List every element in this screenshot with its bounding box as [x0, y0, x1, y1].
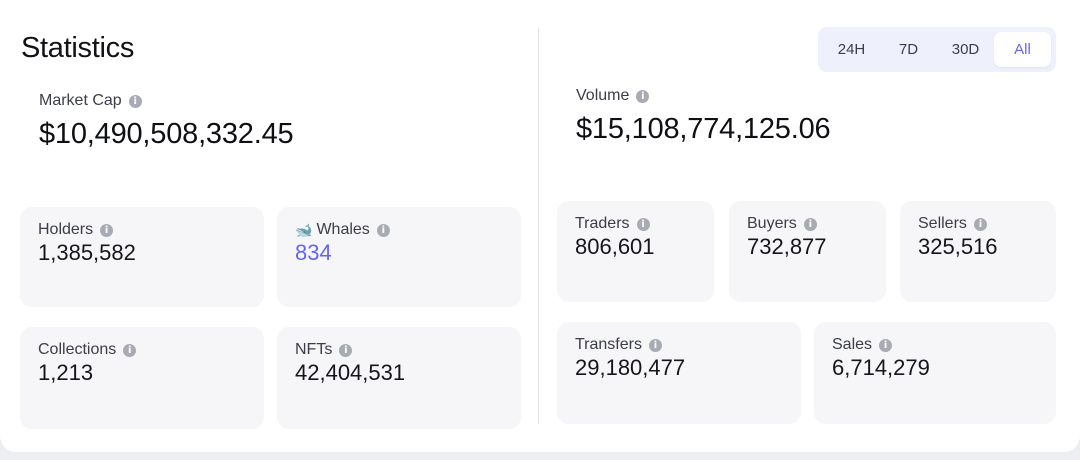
collections-value: 1,213: [38, 360, 94, 385]
traders-label: Traders: [575, 215, 630, 232]
whales-tile: 🐋 Whales i 834: [277, 207, 521, 307]
holders-tile: Holders i 1,385,582: [20, 207, 264, 307]
holders-value: 1,385,582: [38, 240, 136, 265]
volume-value: $15,108,774,125.06: [576, 113, 831, 145]
buyers-value: 732,877: [747, 234, 827, 259]
range-option-30d[interactable]: 30D: [951, 41, 980, 58]
transfers-value: 29,180,477: [575, 355, 686, 380]
sales-label: Sales: [832, 336, 873, 353]
market-cap-block: Market Cap i $10,490,508,332.45: [39, 92, 294, 151]
nfts-value: 42,404,531: [295, 360, 406, 385]
info-icon[interactable]: i: [100, 223, 114, 237]
info-icon[interactable]: i: [376, 223, 390, 237]
column-divider: [538, 28, 539, 424]
transfers-tile: Transfers i 29,180,477: [557, 322, 801, 424]
buyers-tile: Buyers i 732,877: [729, 201, 886, 302]
time-range-selector: 24H 7D 30D All: [818, 27, 1056, 72]
whales-label: Whales: [316, 221, 370, 238]
info-icon[interactable]: i: [128, 94, 142, 108]
whales-value[interactable]: 834: [295, 240, 332, 265]
info-icon[interactable]: i: [803, 217, 817, 231]
traders-value: 806,601: [575, 234, 655, 259]
info-icon[interactable]: i: [339, 343, 353, 357]
range-option-7d[interactable]: 7D: [898, 41, 919, 58]
nfts-label: NFTs: [295, 341, 333, 358]
info-icon[interactable]: i: [636, 89, 650, 103]
transfers-label: Transfers: [575, 336, 642, 353]
range-option-all[interactable]: All: [994, 32, 1051, 67]
sellers-value: 325,516: [918, 234, 998, 259]
sellers-tile: Sellers i 325,516: [900, 201, 1056, 302]
holders-label: Holders: [38, 221, 94, 238]
collections-label: Collections: [38, 341, 117, 358]
volume-label: Volume: [576, 87, 630, 104]
whale-icon: 🐋: [295, 221, 313, 238]
info-icon[interactable]: i: [879, 338, 893, 352]
info-icon[interactable]: i: [648, 338, 662, 352]
sales-value: 6,714,279: [832, 355, 930, 380]
market-cap-value: $10,490,508,332.45: [39, 118, 294, 150]
sellers-label: Sellers: [918, 215, 967, 232]
page-title: Statistics: [21, 32, 135, 64]
nfts-tile: NFTs i 42,404,531: [277, 327, 521, 429]
traders-tile: Traders i 806,601: [557, 201, 714, 302]
sales-tile: Sales i 6,714,279: [814, 322, 1056, 424]
market-cap-label: Market Cap: [39, 92, 122, 109]
info-icon[interactable]: i: [636, 217, 650, 231]
range-option-24h[interactable]: 24H: [837, 41, 866, 58]
info-icon[interactable]: i: [973, 217, 987, 231]
collections-tile: Collections i 1,213: [20, 327, 264, 429]
info-icon[interactable]: i: [123, 343, 137, 357]
volume-block: Volume i $15,108,774,125.06: [576, 87, 831, 146]
buyers-label: Buyers: [747, 215, 797, 232]
